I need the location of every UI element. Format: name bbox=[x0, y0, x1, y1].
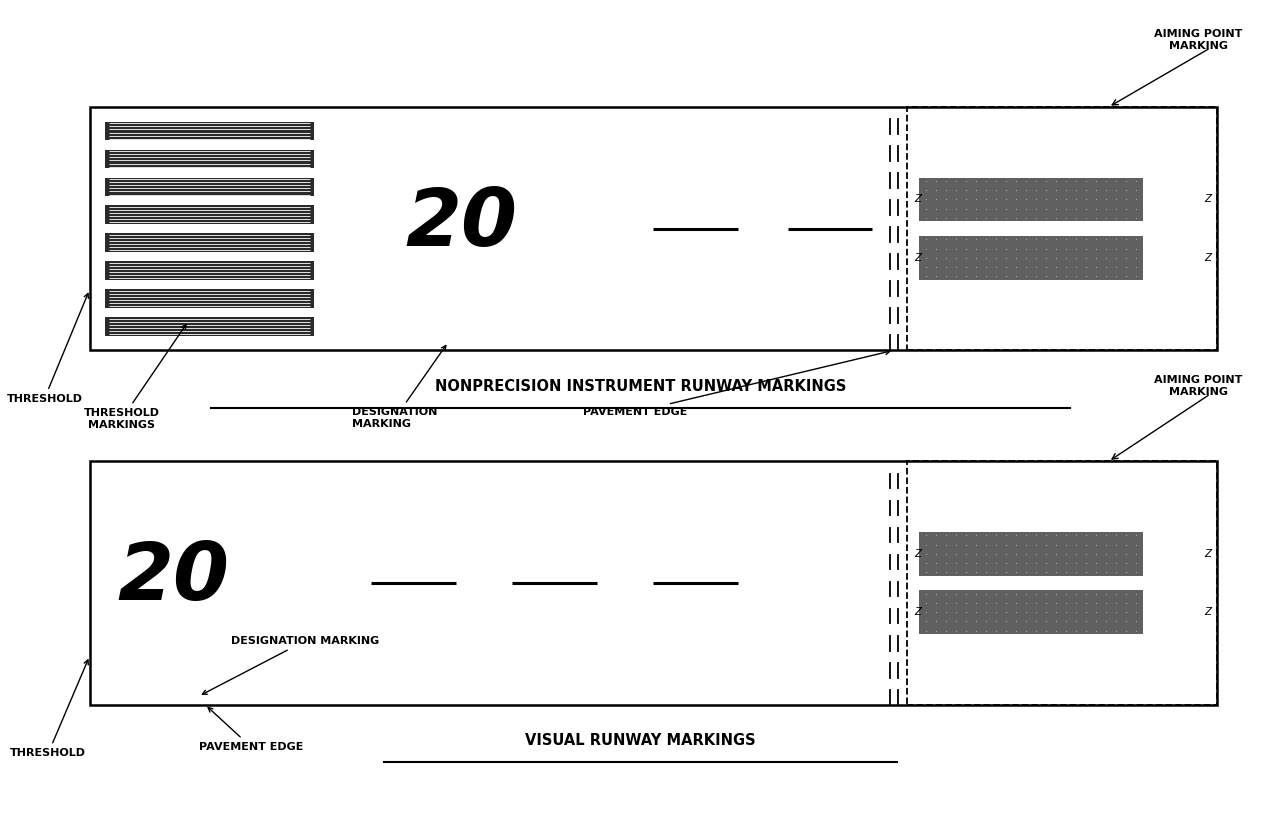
Text: PAVEMENT EDGE: PAVEMENT EDGE bbox=[583, 350, 890, 417]
Bar bbox=[105, 233, 314, 252]
Text: AIMING POINT
MARKING: AIMING POINT MARKING bbox=[1154, 375, 1243, 397]
Text: AIMING POINT
MARKING: AIMING POINT MARKING bbox=[1154, 29, 1243, 51]
Bar bbox=[920, 590, 1143, 634]
Text: NONPRECISION INSTRUMENT RUNWAY MARKINGS: NONPRECISION INSTRUMENT RUNWAY MARKINGS bbox=[434, 379, 847, 394]
Text: Z: Z bbox=[915, 607, 922, 617]
Text: Z: Z bbox=[1204, 549, 1212, 559]
Text: THRESHOLD
MARKINGS: THRESHOLD MARKINGS bbox=[83, 325, 186, 430]
Text: THRESHOLD: THRESHOLD bbox=[10, 660, 88, 758]
Bar bbox=[920, 532, 1143, 576]
Text: VISUAL RUNWAY MARKINGS: VISUAL RUNWAY MARKINGS bbox=[525, 733, 756, 748]
Text: Z: Z bbox=[915, 549, 922, 559]
Text: Z: Z bbox=[1204, 607, 1212, 617]
Text: 20: 20 bbox=[117, 539, 229, 617]
Text: THRESHOLD: THRESHOLD bbox=[6, 293, 88, 404]
Bar bbox=[105, 122, 314, 140]
Text: DESIGNATION
MARKING: DESIGNATION MARKING bbox=[352, 345, 446, 429]
Bar bbox=[920, 236, 1143, 279]
Bar bbox=[105, 317, 314, 335]
Bar bbox=[105, 261, 314, 280]
Text: Z: Z bbox=[1204, 194, 1212, 204]
Text: Z: Z bbox=[915, 194, 922, 204]
Bar bbox=[105, 177, 314, 196]
Text: Z: Z bbox=[915, 253, 922, 263]
Bar bbox=[907, 461, 1217, 705]
Text: PAVEMENT EDGE: PAVEMENT EDGE bbox=[199, 708, 302, 751]
Text: 20: 20 bbox=[405, 185, 518, 263]
Bar bbox=[90, 107, 1217, 350]
Bar bbox=[90, 461, 1217, 705]
Bar bbox=[105, 205, 314, 224]
Bar bbox=[105, 150, 314, 168]
Text: Z: Z bbox=[1204, 253, 1212, 263]
Bar bbox=[105, 289, 314, 307]
Text: DESIGNATION MARKING: DESIGNATION MARKING bbox=[202, 636, 379, 695]
Bar bbox=[920, 178, 1143, 222]
Bar bbox=[907, 107, 1217, 350]
